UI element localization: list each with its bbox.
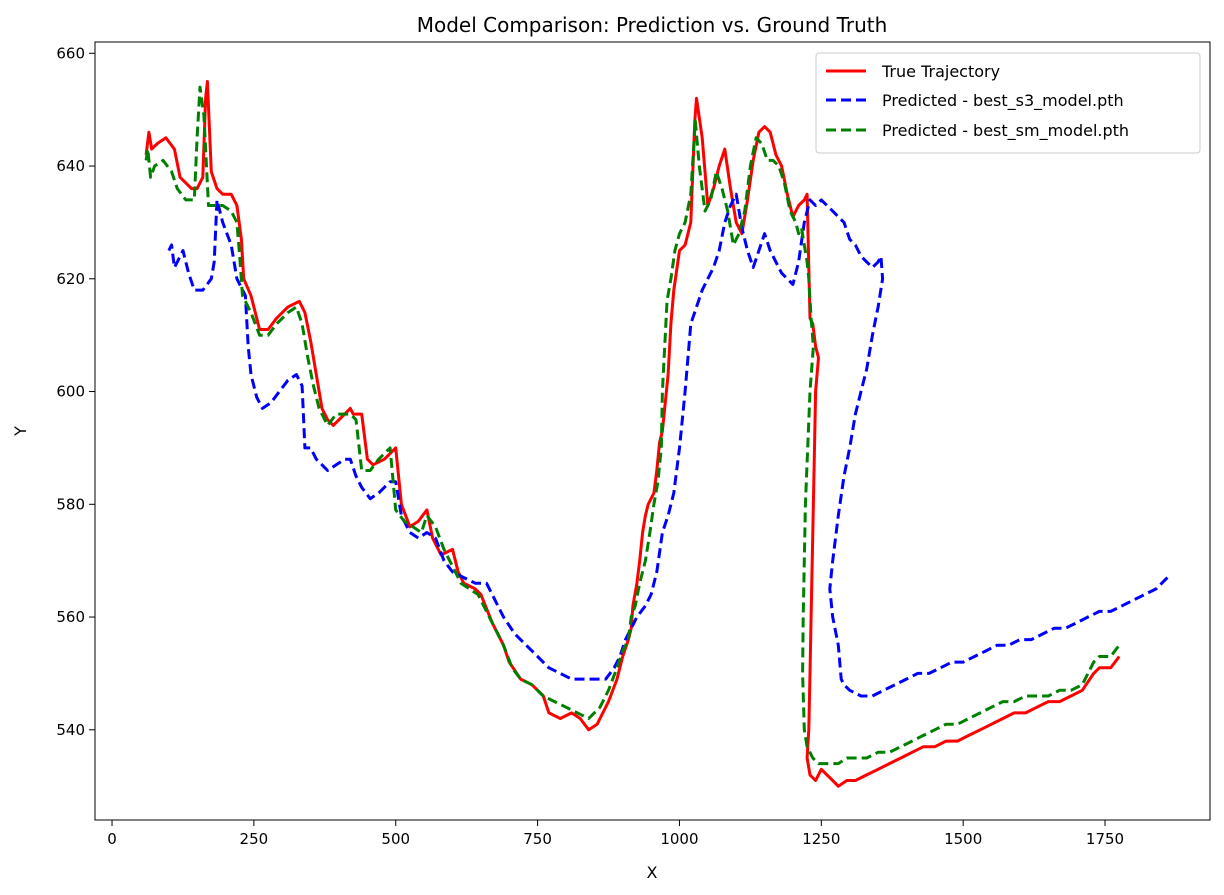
series-line-2 <box>144 85 1121 766</box>
series-line-0 <box>144 80 1121 788</box>
x-tick-label-0: 0 <box>107 830 117 848</box>
y-axis-label: Y <box>11 426 30 437</box>
legend: True Trajectory Predicted - best_s3_mode… <box>815 52 1201 154</box>
x-tick-label-5: 1250 <box>802 830 840 848</box>
legend-label-true-trajectory: True Trajectory <box>881 62 1000 81</box>
legend-box <box>815 52 1201 154</box>
x-tick-label-4: 1000 <box>660 830 698 848</box>
x-tick-label-3: 750 <box>523 830 552 848</box>
x-tick-label-7: 1750 <box>1086 830 1124 848</box>
x-axis: 0 250 500 750 1000 1250 1500 1750 <box>107 820 1124 848</box>
x-tick-label-2: 500 <box>381 830 410 848</box>
y-tick-label-4: 620 <box>56 270 85 288</box>
legend-label-best-s3-model: Predicted - best_s3_model.pth <box>882 91 1124 111</box>
plot-series <box>144 80 1169 788</box>
series-line-1 <box>167 192 1169 698</box>
y-tick-label-2: 580 <box>56 495 85 513</box>
x-tick-label-1: 250 <box>240 830 269 848</box>
y-tick-label-0: 540 <box>56 721 85 739</box>
plot-frame <box>94 41 1211 821</box>
x-tick-label-6: 1500 <box>944 830 982 848</box>
y-tick-label-3: 600 <box>56 383 85 401</box>
chart-title: Model Comparison: Prediction vs. Ground … <box>417 13 888 37</box>
y-tick-label-1: 560 <box>56 608 85 626</box>
legend-label-best-sm-model: Predicted - best_sm_model.pth <box>882 121 1129 141</box>
y-tick-label-5: 640 <box>56 157 85 175</box>
y-tick-label-6: 660 <box>56 44 85 62</box>
y-axis: 540 560 580 600 620 640 660 <box>56 44 95 739</box>
x-axis-label: X <box>647 863 658 882</box>
